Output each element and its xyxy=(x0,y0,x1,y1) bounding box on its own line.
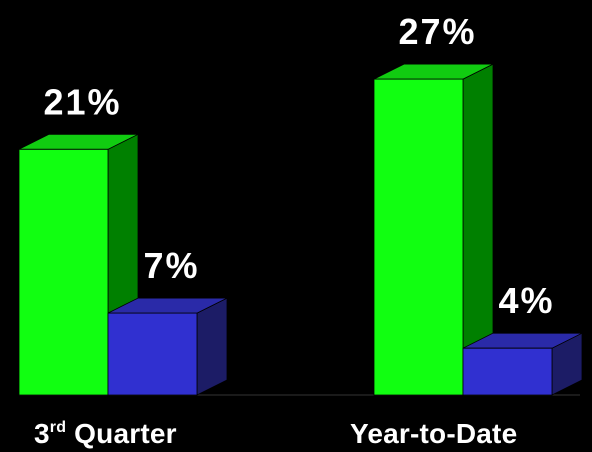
category-label-3rd-quarter: 3rd Quarter xyxy=(34,418,177,449)
bar-front-face xyxy=(107,312,198,396)
data-label-0-0: 21% xyxy=(43,81,121,122)
data-label-1-1: 4% xyxy=(498,280,554,321)
data-labels-group: 21% 7% 27% 4% xyxy=(43,11,554,321)
bars-group xyxy=(18,63,583,396)
bar-0-1 xyxy=(107,297,228,396)
bar-front-face xyxy=(373,78,464,396)
bar-front-face xyxy=(462,347,553,396)
bar-front-face xyxy=(18,148,109,396)
category-label-year-to-date: Year-to-Date xyxy=(350,418,518,449)
bar-1-1 xyxy=(462,332,583,396)
bar-side-face xyxy=(196,297,228,396)
data-label-0-1: 7% xyxy=(143,245,199,286)
data-label-1-0: 27% xyxy=(398,11,476,52)
